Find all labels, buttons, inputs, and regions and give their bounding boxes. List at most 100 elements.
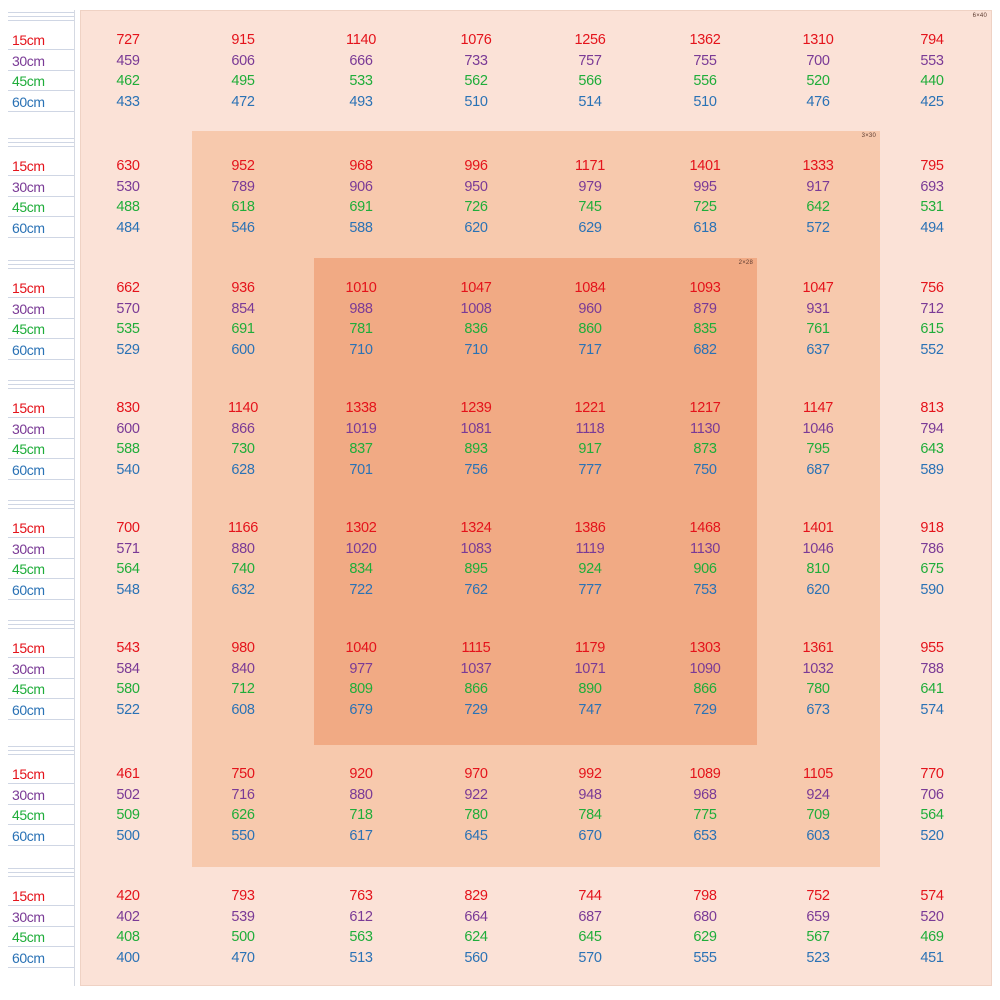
cell-value-r2-c1-30cm: 530 — [116, 178, 140, 195]
label-guide-line — [8, 260, 74, 261]
cell-value-r5-c1-30cm: 571 — [116, 540, 140, 557]
cell-value-r5-c1-60cm: 548 — [116, 581, 140, 598]
label-underline — [8, 297, 74, 298]
cell-value-r1-c6-30cm: 755 — [693, 52, 717, 69]
depth-label-60cm: 60cm — [12, 581, 45, 598]
label-underline — [8, 718, 74, 720]
cell-value-r3-c5-60cm: 717 — [578, 341, 602, 358]
cell-value-r2-c3-30cm: 906 — [349, 178, 373, 195]
depth-label-60cm: 60cm — [12, 827, 45, 844]
cell-value-r2-c8-15cm: 795 — [920, 158, 944, 174]
label-underline — [8, 458, 74, 459]
cell-value-r6-c8-45cm: 641 — [920, 681, 944, 697]
cell-value-r8-c3-45cm: 563 — [349, 929, 373, 945]
cell-value-r1-c6-15cm: 1362 — [689, 32, 721, 48]
label-guide-line — [8, 746, 74, 747]
cell-value-r6-c4-15cm: 1115 — [461, 640, 491, 656]
cell-value-r1-c8-15cm: 794 — [920, 32, 944, 48]
label-guide-line — [8, 142, 74, 143]
label-underline — [8, 49, 74, 50]
label-underline — [8, 598, 74, 600]
cell-value-r1-c1-45cm: 462 — [116, 73, 140, 89]
depth-label-30cm: 30cm — [12, 52, 45, 69]
cell-value-r1-c7-45cm: 520 — [806, 73, 830, 89]
cell-value-r4-c3-60cm: 701 — [349, 461, 373, 478]
cell-value-r5-c8-15cm: 918 — [920, 520, 944, 536]
label-guide-line — [8, 138, 74, 139]
cell-value-r7-c7-15cm: 1105 — [803, 766, 833, 782]
cell-value-r5-c8-45cm: 675 — [920, 561, 944, 577]
cell-value-r4-c5-45cm: 917 — [578, 441, 602, 457]
label-underline — [8, 437, 74, 439]
cell-value-r1-c4-15cm: 1076 — [460, 32, 492, 48]
cell-value-r6-c4-45cm: 866 — [464, 681, 488, 697]
cell-value-r6-c5-60cm: 747 — [578, 701, 602, 718]
depth-label-30cm: 30cm — [12, 300, 45, 317]
cell-value-r3-c1-30cm: 570 — [116, 300, 140, 317]
cell-value-r5-c7-30cm: 1046 — [802, 540, 834, 557]
cell-value-r6-c2-45cm: 712 — [231, 681, 255, 697]
depth-label-60cm: 60cm — [12, 949, 45, 966]
label-column-divider — [74, 10, 75, 986]
label-guide-line — [8, 268, 74, 269]
cell-value-r3-c3-60cm: 710 — [349, 341, 373, 358]
cell-value-r8-c4-60cm: 560 — [464, 949, 488, 966]
cell-value-r3-c8-15cm: 756 — [920, 280, 944, 296]
cell-value-r3-c7-60cm: 637 — [806, 341, 830, 358]
cell-value-r4-c6-15cm: 1217 — [689, 400, 721, 416]
cell-value-r1-c4-45cm: 562 — [464, 73, 488, 89]
cell-value-r2-c1-15cm: 630 — [116, 158, 140, 174]
cell-value-r2-c2-45cm: 618 — [231, 199, 255, 215]
cell-value-r7-c4-45cm: 780 — [464, 807, 488, 823]
cell-value-r2-c8-45cm: 531 — [920, 199, 944, 215]
cell-value-r5-c7-15cm: 1401 — [802, 520, 834, 536]
cell-value-r7-c6-45cm: 775 — [693, 807, 717, 823]
cell-value-r1-c3-15cm: 1140 — [346, 32, 376, 48]
cell-value-r3-c4-45cm: 836 — [464, 321, 488, 337]
cell-value-r4-c1-60cm: 540 — [116, 461, 140, 478]
cell-value-r7-c4-15cm: 970 — [464, 766, 488, 782]
depth-label-15cm: 15cm — [12, 32, 45, 48]
zone-middle-tag: 3×30 — [861, 133, 876, 139]
cell-value-r1-c3-45cm: 533 — [349, 73, 373, 89]
cell-value-r6-c6-15cm: 1303 — [689, 640, 721, 656]
label-guide-line — [8, 146, 74, 147]
cell-value-r3-c5-45cm: 860 — [578, 321, 602, 337]
cell-value-r6-c2-15cm: 980 — [231, 640, 255, 656]
cell-value-r2-c5-45cm: 745 — [578, 199, 602, 215]
depth-label-30cm: 30cm — [12, 178, 45, 195]
label-guide-line — [8, 754, 74, 755]
cell-value-r6-c4-60cm: 729 — [464, 701, 488, 718]
label-guide-line — [8, 508, 74, 509]
depth-label-60cm: 60cm — [12, 461, 45, 478]
cell-value-r8-c6-60cm: 555 — [693, 949, 717, 966]
cell-value-r5-c6-60cm: 753 — [693, 581, 717, 598]
cell-value-r1-c8-30cm: 553 — [920, 52, 944, 69]
cell-value-r7-c8-45cm: 564 — [920, 807, 944, 823]
cell-value-r3-c3-45cm: 781 — [349, 321, 373, 337]
cell-value-r7-c5-60cm: 670 — [578, 827, 602, 844]
depth-label-30cm: 30cm — [12, 540, 45, 557]
cell-value-r8-c6-45cm: 629 — [693, 929, 717, 945]
cell-value-r4-c7-15cm: 1147 — [803, 400, 833, 416]
cell-value-r4-c1-45cm: 588 — [116, 441, 140, 457]
depth-label-30cm: 30cm — [12, 786, 45, 803]
cell-value-r2-c1-45cm: 488 — [116, 199, 140, 215]
cell-value-r2-c2-15cm: 952 — [231, 158, 255, 174]
cell-value-r2-c6-15cm: 1401 — [689, 158, 721, 174]
cell-value-r8-c4-30cm: 664 — [464, 908, 488, 925]
cell-value-r8-c3-30cm: 612 — [349, 908, 373, 925]
cell-value-r4-c7-30cm: 1046 — [802, 420, 834, 437]
cell-value-r5-c3-15cm: 1302 — [345, 520, 377, 536]
cell-value-r1-c1-15cm: 727 — [116, 32, 140, 48]
cell-value-r5-c5-45cm: 924 — [578, 561, 602, 577]
cell-value-r4-c2-45cm: 730 — [231, 441, 255, 457]
cell-value-r2-c7-45cm: 642 — [806, 199, 830, 215]
cell-value-r1-c5-60cm: 514 — [578, 93, 602, 110]
cell-value-r4-c7-60cm: 687 — [806, 461, 830, 478]
label-underline — [8, 824, 74, 825]
cell-value-r8-c3-60cm: 513 — [349, 949, 373, 966]
cell-value-r4-c3-15cm: 1338 — [345, 400, 377, 416]
zone-outer-tag: 6×40 — [972, 13, 987, 19]
cell-value-r5-c6-15cm: 1468 — [689, 520, 721, 536]
